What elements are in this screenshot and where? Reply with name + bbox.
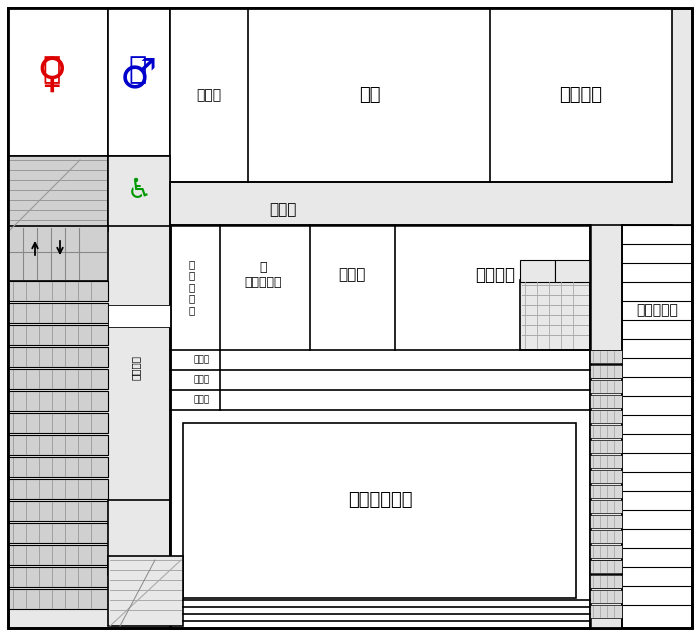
- Bar: [590, 425, 622, 438]
- Bar: [590, 365, 622, 378]
- Bar: [590, 395, 622, 408]
- Bar: [8, 325, 108, 345]
- Bar: [108, 226, 170, 626]
- Bar: [555, 260, 590, 282]
- Bar: [183, 423, 576, 598]
- Bar: [108, 500, 170, 575]
- Bar: [590, 410, 622, 423]
- Bar: [8, 413, 108, 433]
- Bar: [8, 545, 108, 565]
- Bar: [8, 457, 108, 477]
- Bar: [108, 556, 183, 626]
- Text: ♂: ♂: [119, 54, 157, 96]
- Bar: [590, 455, 622, 468]
- Bar: [8, 8, 108, 156]
- Text: 図書室: 図書室: [193, 375, 209, 385]
- Bar: [590, 530, 622, 543]
- Bar: [590, 225, 622, 628]
- Bar: [590, 515, 622, 528]
- Bar: [108, 305, 170, 327]
- Text: 図書室: 図書室: [193, 356, 209, 364]
- Bar: [8, 156, 108, 231]
- Bar: [8, 567, 108, 587]
- Bar: [590, 485, 622, 498]
- Text: ⑯
議会事務局: ⑯ 議会事務局: [244, 261, 281, 289]
- Bar: [590, 440, 622, 453]
- Text: 議
会
図
書
室: 議 会 図 書 室: [189, 259, 195, 315]
- Text: 委員会室: 委員会室: [559, 86, 603, 104]
- Bar: [8, 347, 108, 367]
- Bar: [170, 8, 672, 182]
- Bar: [8, 501, 108, 521]
- Text: ♀: ♀: [52, 69, 53, 70]
- Bar: [590, 545, 622, 558]
- Bar: [590, 575, 622, 588]
- Text: 渡り廊下: 渡り廊下: [131, 356, 141, 380]
- Bar: [8, 226, 108, 281]
- Bar: [590, 605, 622, 618]
- Text: 傍聴席: 傍聴席: [197, 88, 222, 102]
- Text: 図書室: 図書室: [193, 396, 209, 404]
- Bar: [8, 435, 108, 455]
- Text: 議場: 議場: [359, 86, 381, 104]
- Text: 🚺: 🚺: [43, 55, 61, 85]
- Bar: [622, 225, 692, 628]
- Text: 議長室: 議長室: [338, 268, 365, 282]
- Text: 🚹: 🚹: [129, 55, 147, 85]
- Bar: [8, 369, 108, 389]
- Bar: [8, 479, 108, 499]
- Bar: [108, 8, 170, 156]
- Bar: [8, 589, 108, 609]
- Bar: [590, 380, 622, 393]
- Bar: [108, 156, 170, 226]
- Text: ホール: ホール: [270, 202, 297, 218]
- Bar: [8, 523, 108, 543]
- Bar: [8, 391, 108, 411]
- Bar: [170, 225, 590, 628]
- Bar: [520, 280, 590, 350]
- Bar: [8, 281, 108, 301]
- Bar: [590, 590, 622, 603]
- Text: ♿: ♿: [127, 176, 151, 204]
- Bar: [590, 500, 622, 513]
- Bar: [590, 470, 622, 483]
- Text: 第３会議室: 第３会議室: [636, 303, 678, 317]
- Bar: [590, 560, 622, 573]
- Bar: [520, 260, 555, 282]
- Text: 大・小会議室: 大・小会議室: [348, 491, 412, 509]
- Text: 議員控室: 議員控室: [475, 266, 515, 284]
- Bar: [170, 182, 672, 225]
- Text: ♀: ♀: [36, 54, 67, 96]
- Bar: [8, 303, 108, 323]
- Bar: [590, 350, 622, 363]
